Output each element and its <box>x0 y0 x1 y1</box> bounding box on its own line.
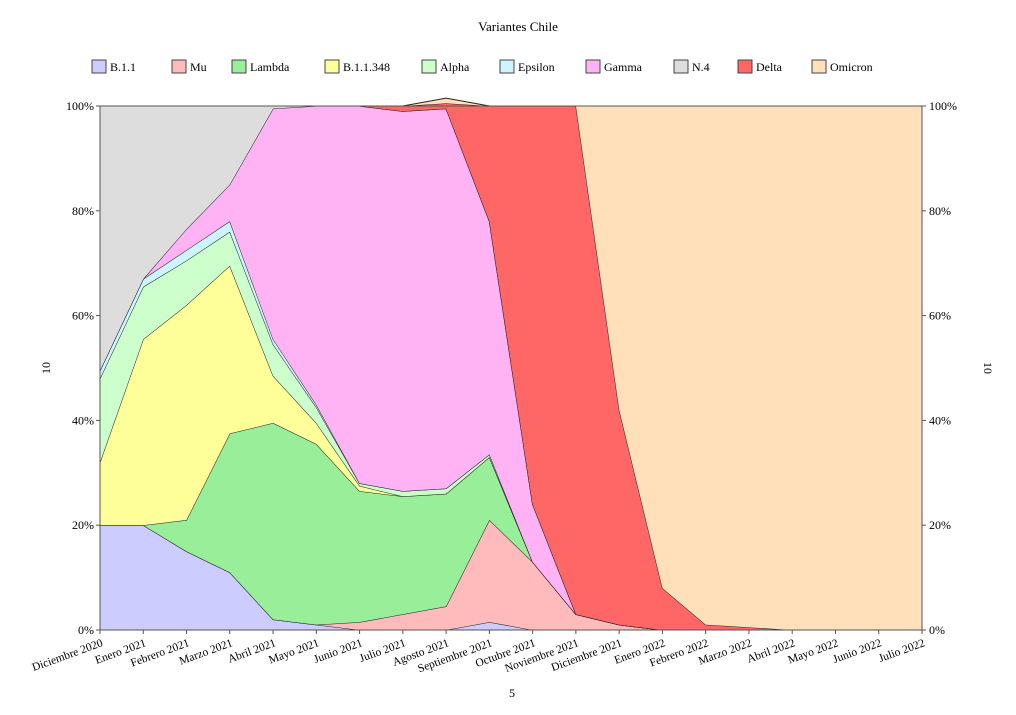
x-tick-label: Mayo 2022 <box>786 637 840 666</box>
legend-label-delta: Delta <box>756 60 783 74</box>
y-tick-label-left: 40% <box>72 413 94 427</box>
y-tick-label-left: 60% <box>72 309 94 323</box>
area-alpha <box>100 231 922 631</box>
y-tick-label-right: 0% <box>929 623 945 637</box>
legend-label-n-4: N.4 <box>692 60 710 74</box>
legend-swatch-lambda <box>231 59 247 74</box>
y-tick-label-right: 20% <box>929 518 951 532</box>
y-tick-label-right: 60% <box>929 309 951 323</box>
y-tick-label-right: 100% <box>929 99 957 113</box>
legend: B.1.1 Mu Lambda B.1.1.348 Alpha Epsilon Gamma N… <box>91 59 873 74</box>
y-tick-label-left: 80% <box>72 204 94 218</box>
x-tick-label: Junio 2021 <box>312 637 364 666</box>
legend-label-lambda: Lambda <box>250 60 290 74</box>
area-delta <box>100 103 922 630</box>
legend-swatch-epsilon <box>499 59 515 74</box>
legend-swatch-mu <box>171 59 187 74</box>
x-tick-label: Mayo 2021 <box>267 637 321 666</box>
x-axis-label: 5 <box>509 686 515 700</box>
y-tick-label-right: 40% <box>929 413 951 427</box>
plot-frame <box>99 105 923 631</box>
area-gamma <box>100 106 922 630</box>
legend-label-omicron: Omicron <box>830 60 873 74</box>
legend-swatch-delta <box>737 59 753 74</box>
x-tick-label: Julio 2022 <box>877 637 927 665</box>
y-axis-label-right: 10 <box>981 362 995 374</box>
y-tick-label-left: 20% <box>72 518 94 532</box>
legend-label-b-1-1-348: B.1.1.348 <box>343 60 390 74</box>
y-tick-label-left: 0% <box>78 623 94 637</box>
legend-swatch-n-4 <box>673 59 689 74</box>
x-tick-label: Junio 2022 <box>831 637 883 666</box>
area-lambda <box>100 423 922 630</box>
legend-swatch-b-1-1-348 <box>324 59 340 74</box>
area-mu <box>100 520 922 630</box>
y-axis-label-left: 10 <box>39 362 53 374</box>
legend-label-b-1-1: B.1.1 <box>110 60 136 74</box>
legend-swatch-gamma <box>585 59 601 74</box>
plot-area: 0% 0%20% 20%40% 40%60% 60%80% 80%100% 100%Dici… <box>31 97 957 675</box>
y-tick-label-left: 100% <box>66 99 94 113</box>
legend-swatch-alpha <box>421 59 437 74</box>
area-n-4 <box>100 106 922 630</box>
legend-swatch-b-1-1 <box>91 59 107 74</box>
legend-label-alpha: Alpha <box>440 60 470 74</box>
legend-swatch-omicron <box>811 59 827 74</box>
area-epsilon <box>100 221 922 631</box>
area-edge-omicron <box>100 97 922 107</box>
area-omicron <box>100 98 922 631</box>
legend-label-epsilon: Epsilon <box>518 60 555 74</box>
legend-label-mu: Mu <box>190 60 207 74</box>
legend-label-gamma: Gamma <box>604 60 643 74</box>
y-tick-label-right: 80% <box>929 204 951 218</box>
area-b-1-1 <box>100 525 922 630</box>
chart-title: Variantes Chile <box>478 19 558 34</box>
